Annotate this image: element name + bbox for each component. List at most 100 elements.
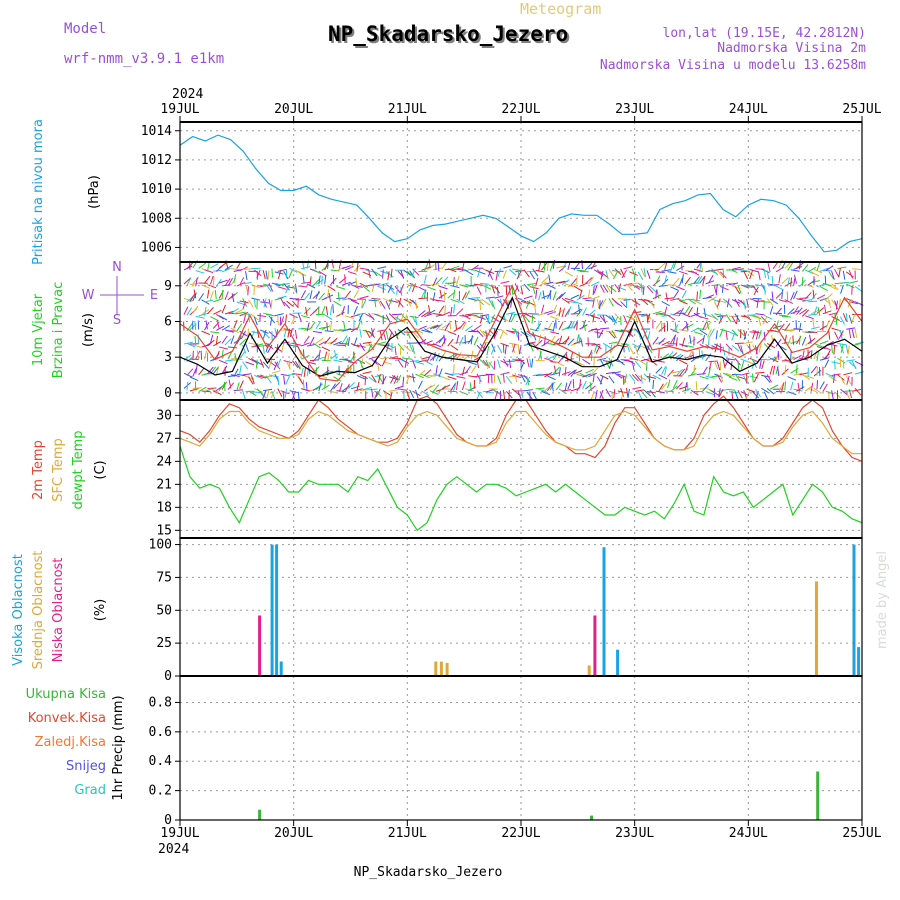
wind-barb <box>684 323 694 329</box>
precip-legend-item: Konvek.Kisa <box>28 711 106 726</box>
wind-barb <box>549 335 556 344</box>
wind-barb <box>828 312 838 316</box>
wind-barb <box>482 331 492 337</box>
wind-barb <box>801 309 809 317</box>
wind-barb <box>385 343 395 349</box>
wind-barb <box>609 344 613 354</box>
wind-barb <box>552 304 558 314</box>
wind-barb <box>558 321 564 330</box>
wind-barb <box>775 352 779 362</box>
wind-barb <box>721 283 724 293</box>
wind-barb <box>279 316 282 326</box>
wind-barb <box>805 375 814 379</box>
wind-barb <box>669 263 675 272</box>
wind-barb <box>656 289 660 299</box>
wind-barb <box>636 343 642 352</box>
wind-barb <box>752 391 760 399</box>
wind-barb <box>219 279 228 284</box>
wind-barb <box>441 338 447 347</box>
wind-barb <box>198 262 207 269</box>
cloud-unit: (%) <box>93 599 108 622</box>
wind-barb <box>561 297 570 304</box>
wind-barb <box>277 316 279 326</box>
wind-barb <box>470 350 474 360</box>
wind-barb <box>649 389 656 398</box>
wind-barb <box>845 344 849 354</box>
wind-barb <box>435 323 443 331</box>
wind-barb <box>547 284 556 289</box>
wind-barb <box>664 306 668 316</box>
wind-barb <box>831 343 833 354</box>
wind-barb <box>479 314 484 324</box>
wind-barb <box>573 262 580 271</box>
wind-barb <box>664 366 667 376</box>
y-tick-label: 25 <box>156 636 172 651</box>
wind-barb <box>769 365 774 375</box>
wind-barb <box>283 328 288 338</box>
wind-barb <box>526 314 536 319</box>
wind-barb <box>453 381 457 391</box>
wind-barb <box>822 310 832 315</box>
wind-barb <box>558 335 563 345</box>
wind-barb <box>301 342 310 347</box>
wind-barb <box>570 369 577 377</box>
wind-barb <box>441 311 451 317</box>
wind-barb <box>544 310 554 314</box>
temp-axis-label: 2m Temp <box>31 440 46 500</box>
wind-barb <box>406 390 411 400</box>
bar-total <box>258 809 262 820</box>
wind-barb <box>312 268 322 275</box>
wind-barb <box>652 294 662 300</box>
wind-barb <box>362 285 371 292</box>
y-tick-label: 0 <box>164 669 172 684</box>
wind-barb <box>362 387 372 391</box>
wind-barb <box>491 327 501 331</box>
wind-barb <box>716 298 721 308</box>
wind-barb <box>634 373 642 382</box>
wind-barb <box>749 270 753 280</box>
wind-barb <box>711 298 721 303</box>
wind-barb <box>470 264 479 271</box>
wind-barb <box>192 344 202 348</box>
wind-barb <box>344 383 350 393</box>
x-tick-label-bottom: 19JUL <box>160 826 199 841</box>
wind-barb <box>482 359 490 368</box>
wind-barb <box>718 315 724 325</box>
wind-barb <box>746 270 755 277</box>
wind-barb <box>640 374 643 384</box>
wind-barb <box>280 316 285 326</box>
wind-barb <box>315 383 323 391</box>
wind-barb <box>658 374 668 380</box>
wind-barb <box>274 361 281 370</box>
wind-barb <box>368 312 375 321</box>
wind-barb <box>526 300 536 306</box>
wind-barb <box>535 269 545 273</box>
wind-barb <box>655 340 665 345</box>
wind-barb <box>696 337 705 344</box>
wind-barb <box>368 269 371 279</box>
wind-barb <box>696 307 699 317</box>
wind-barb <box>842 313 848 322</box>
wind-barb <box>456 275 460 285</box>
wind-barb <box>447 338 454 347</box>
wind-barb <box>613 389 616 399</box>
wind-barb <box>817 306 821 316</box>
wind-barb <box>599 375 604 385</box>
wind-barb <box>552 291 557 301</box>
wind-barb <box>183 372 193 378</box>
wind-barb <box>468 268 478 272</box>
wind-barb <box>500 371 510 376</box>
wind-barb <box>330 306 333 316</box>
wind-barb <box>500 280 510 284</box>
wind-barb <box>256 269 261 279</box>
wind-barb <box>280 283 290 285</box>
wind-barb <box>848 329 852 339</box>
wind-barb <box>274 282 284 286</box>
wind-barb <box>696 275 703 285</box>
wind-barb <box>437 262 440 272</box>
wind-barb <box>283 360 293 364</box>
wind-barb <box>646 345 653 354</box>
wind-barb <box>617 359 625 366</box>
wind-barb <box>459 321 466 330</box>
wind-barb <box>214 289 217 300</box>
